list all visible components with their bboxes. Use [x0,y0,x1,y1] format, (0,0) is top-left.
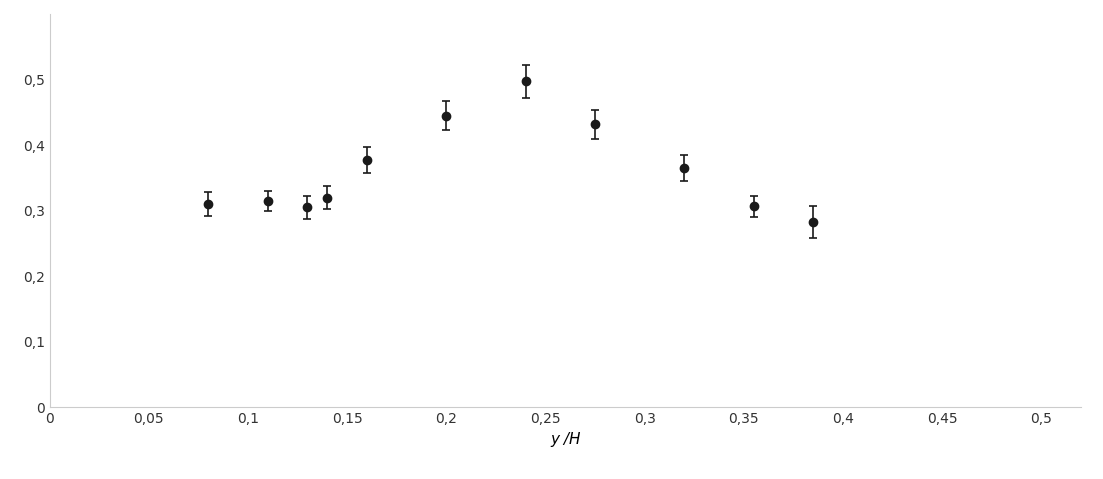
X-axis label: y /H: y /H [550,432,580,446]
